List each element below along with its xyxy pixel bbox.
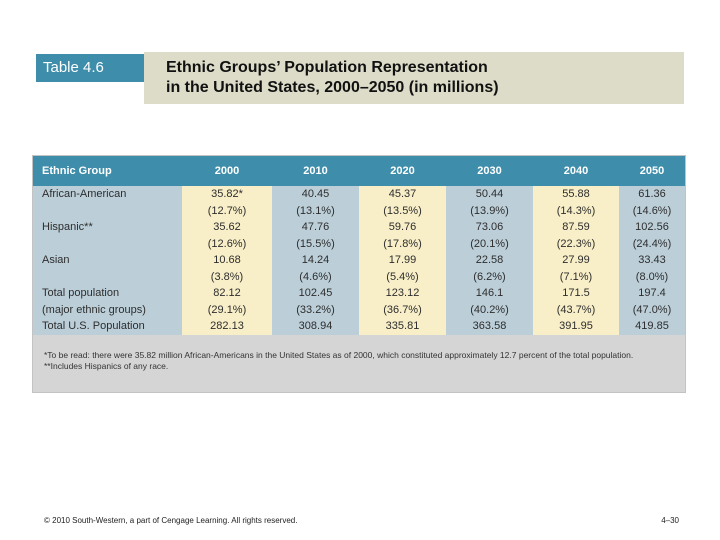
- value-cell: 35.62: [182, 219, 272, 236]
- value-cell: (47.0%): [619, 301, 685, 318]
- column-header: 2040: [533, 156, 619, 186]
- value-cell: (13.1%): [272, 202, 359, 219]
- value-cell: 22.58: [446, 252, 533, 269]
- value-cell: (17.8%): [359, 235, 446, 252]
- value-cell: 391.95: [533, 318, 619, 335]
- table-row: Total U.S. Population 282.13 308.94 335.81 3…: [33, 318, 685, 335]
- table-row: Total population 82.12 102.45 123.12 146.1 17…: [33, 285, 685, 302]
- value-cell: 308.94: [272, 318, 359, 335]
- table-row: (12.6%) (15.5%) (17.8%) (20.1%) (22.3%) (24.4…: [33, 235, 685, 252]
- value-cell: 47.76: [272, 219, 359, 236]
- table-body: African-American 35.82* 40.45 45.37 50.44 55.…: [33, 186, 685, 335]
- row-label-cell: (major ethnic groups): [33, 301, 182, 318]
- row-label-cell: Asian: [33, 252, 182, 269]
- value-cell: (40.2%): [446, 301, 533, 318]
- population-table: Ethnic Group 2000 2010 2020 2030 2040 20…: [33, 156, 685, 335]
- value-cell: (8.0%): [619, 268, 685, 285]
- value-cell: (5.4%): [359, 268, 446, 285]
- value-cell: 146.1: [446, 285, 533, 302]
- value-cell: (15.5%): [272, 235, 359, 252]
- copyright-footer: © 2010 South-Western, a part of Cengage …: [44, 516, 298, 525]
- value-cell: 50.44: [446, 186, 533, 203]
- table-row: Asian 10.68 14.24 17.99 22.58 27.99 33.43: [33, 252, 685, 269]
- value-cell: 45.37: [359, 186, 446, 203]
- value-cell: 40.45: [272, 186, 359, 203]
- value-cell: (33.2%): [272, 301, 359, 318]
- value-cell: 282.13: [182, 318, 272, 335]
- row-label-cell: [33, 202, 182, 219]
- value-cell: 14.24: [272, 252, 359, 269]
- row-label-cell: Total population: [33, 285, 182, 302]
- value-cell: 363.58: [446, 318, 533, 335]
- value-cell: 123.12: [359, 285, 446, 302]
- column-header: 2050: [619, 156, 685, 186]
- value-cell: (14.3%): [533, 202, 619, 219]
- value-cell: 27.99: [533, 252, 619, 269]
- value-cell: (3.8%): [182, 268, 272, 285]
- value-cell: (22.3%): [533, 235, 619, 252]
- slide-title: Ethnic Groups’ Population Representation…: [144, 52, 684, 104]
- table-number-label: Table 4.6: [36, 54, 144, 82]
- value-cell: 59.76: [359, 219, 446, 236]
- table-row: Hispanic** 35.62 47.76 59.76 73.06 87.59 102.5…: [33, 219, 685, 236]
- value-cell: 55.88: [533, 186, 619, 203]
- value-cell: 33.43: [619, 252, 685, 269]
- footnote-1: *To be read: there were 35.82 million Af…: [44, 350, 634, 360]
- value-cell: (4.6%): [272, 268, 359, 285]
- column-header: 2010: [272, 156, 359, 186]
- value-cell: (12.7%): [182, 202, 272, 219]
- row-label-cell: African-American: [33, 186, 182, 203]
- slide-title-line-1: Ethnic Groups’ Population Representation: [166, 59, 488, 76]
- column-header: 2000: [182, 156, 272, 186]
- value-cell: (14.6%): [619, 202, 685, 219]
- value-cell: (7.1%): [533, 268, 619, 285]
- table-row: (major ethnic groups) (29.1%) (33.2%) (36.7…: [33, 301, 685, 318]
- footnote-2: **Includes Hispanics of any race.: [44, 360, 169, 371]
- value-cell: (43.7%): [533, 301, 619, 318]
- value-cell: 10.68: [182, 252, 272, 269]
- table-row: (12.7%) (13.1%) (13.5%) (13.9%) (14.3%) (14.6…: [33, 202, 685, 219]
- value-cell: 102.45: [272, 285, 359, 302]
- value-cell: 17.99: [359, 252, 446, 269]
- value-cell: (13.5%): [359, 202, 446, 219]
- slide-title-line-2: in the United States, 2000–2050 (in mill…: [166, 79, 499, 96]
- value-cell: 335.81: [359, 318, 446, 335]
- value-cell: (6.2%): [446, 268, 533, 285]
- value-cell: (12.6%): [182, 235, 272, 252]
- row-label-cell: Total U.S. Population: [33, 318, 182, 335]
- value-cell: (36.7%): [359, 301, 446, 318]
- value-cell: 35.82*: [182, 186, 272, 203]
- population-table-panel: Ethnic Group 2000 2010 2020 2030 2040 20…: [32, 155, 686, 393]
- value-cell: 61.36: [619, 186, 685, 203]
- value-cell: 197.4: [619, 285, 685, 302]
- value-cell: (20.1%): [446, 235, 533, 252]
- value-cell: 82.12: [182, 285, 272, 302]
- table-row: African-American 35.82* 40.45 45.37 50.44 55.…: [33, 186, 685, 203]
- value-cell: (29.1%): [182, 301, 272, 318]
- value-cell: 73.06: [446, 219, 533, 236]
- table-notes: *To be read: there were 35.82 million Af…: [44, 350, 664, 371]
- value-cell: 171.5: [533, 285, 619, 302]
- value-cell: 87.59: [533, 219, 619, 236]
- column-header: 2020: [359, 156, 446, 186]
- row-label-cell: [33, 235, 182, 252]
- value-cell: 102.56: [619, 219, 685, 236]
- table-header-row: Ethnic Group 2000 2010 2020 2030 2040 20…: [33, 156, 685, 186]
- table-row: (3.8%) (4.6%) (5.4%) (6.2%) (7.1%) (8.0%): [33, 268, 685, 285]
- row-label-cell: [33, 268, 182, 285]
- value-cell: 419.85: [619, 318, 685, 335]
- page-number: 4–30: [661, 516, 679, 525]
- column-header: Ethnic Group: [33, 156, 182, 186]
- value-cell: (13.9%): [446, 202, 533, 219]
- column-header: 2030: [446, 156, 533, 186]
- value-cell: (24.4%): [619, 235, 685, 252]
- row-label-cell: Hispanic**: [33, 219, 182, 236]
